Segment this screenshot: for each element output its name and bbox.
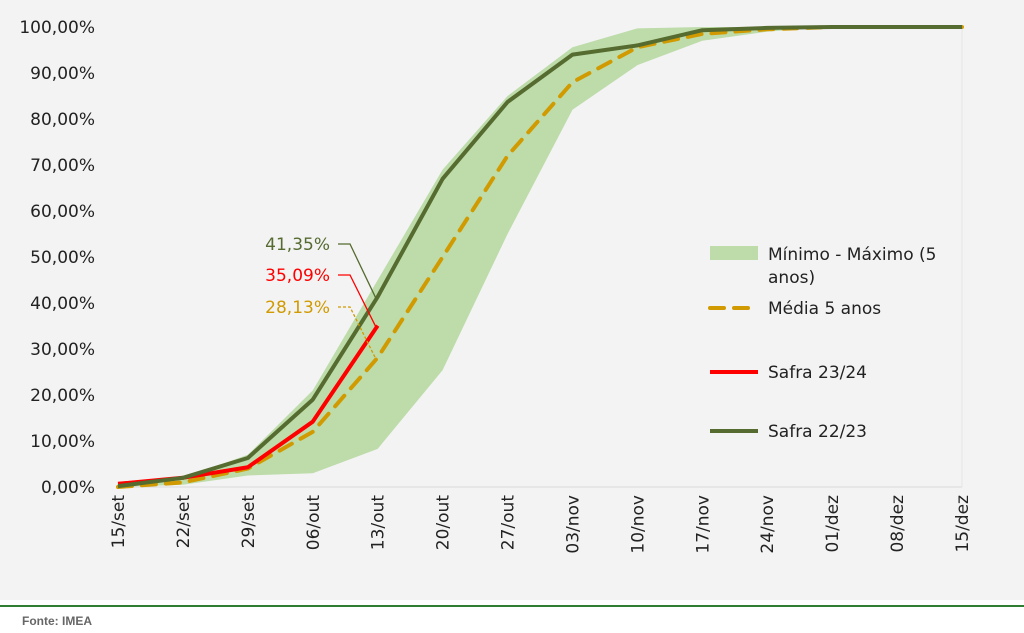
x-tick-label: 27/out bbox=[499, 495, 519, 551]
y-tick-label: 90,00% bbox=[30, 64, 95, 84]
legend-label: anos) bbox=[768, 268, 815, 288]
x-tick-label: 20/out bbox=[434, 495, 454, 551]
x-tick-label: 29/set bbox=[239, 495, 259, 549]
chart: 0,00% 10,00% 20,00% 30,00% 40,00% 50,00% 60,00… bbox=[0, 0, 1024, 600]
x-tick-label: 24/nov bbox=[758, 495, 778, 554]
legend-label: Média 5 anos bbox=[768, 299, 881, 319]
legend-label: Mínimo - Máximo (5 bbox=[768, 245, 936, 265]
x-tick-label: 06/out bbox=[304, 495, 324, 551]
data-label: 28,13% bbox=[265, 298, 330, 318]
y-tick-label: 80,00% bbox=[30, 110, 95, 130]
x-tick-label: 15/dez bbox=[953, 495, 973, 553]
x-tick-label: 10/nov bbox=[628, 495, 648, 554]
y-tick-label: 50,00% bbox=[30, 248, 95, 268]
annotation-leader bbox=[338, 306, 377, 359]
y-tick-label: 10,00% bbox=[30, 432, 95, 452]
annotation-leader bbox=[338, 243, 377, 299]
x-tick-label: 13/out bbox=[369, 495, 389, 551]
legend-label: Safra 22/23 bbox=[768, 422, 867, 442]
y-tick-label: 0,00% bbox=[41, 478, 95, 498]
x-tick-label: 03/nov bbox=[563, 495, 583, 554]
x-tick-label: 08/dez bbox=[888, 495, 908, 553]
y-tick-label: 60,00% bbox=[30, 202, 95, 222]
series-line-safra-22-23 bbox=[117, 25, 962, 489]
y-tick-label: 100,00% bbox=[19, 18, 95, 38]
y-tick-label: 30,00% bbox=[30, 340, 95, 360]
data-label: 35,09% bbox=[265, 266, 330, 286]
x-tick-label: 15/set bbox=[109, 495, 129, 549]
x-tick-label: 17/nov bbox=[693, 495, 713, 554]
footer-divider bbox=[0, 605, 1024, 607]
legend-label: Safra 23/24 bbox=[768, 363, 867, 383]
x-tick-label: 22/set bbox=[174, 495, 194, 549]
source-note: Fonte: IMEA bbox=[22, 614, 92, 628]
annotation-leader bbox=[338, 274, 377, 327]
legend-swatch-band bbox=[710, 246, 758, 260]
chart-svg: 0,00% 10,00% 20,00% 30,00% 40,00% 50,00% 60,00… bbox=[19, 18, 973, 554]
data-label: 41,35% bbox=[265, 235, 330, 255]
x-tick-label: 01/dez bbox=[823, 495, 843, 553]
y-tick-label: 20,00% bbox=[30, 386, 95, 406]
y-tick-label: 40,00% bbox=[30, 294, 95, 314]
y-tick-label: 70,00% bbox=[30, 156, 95, 176]
